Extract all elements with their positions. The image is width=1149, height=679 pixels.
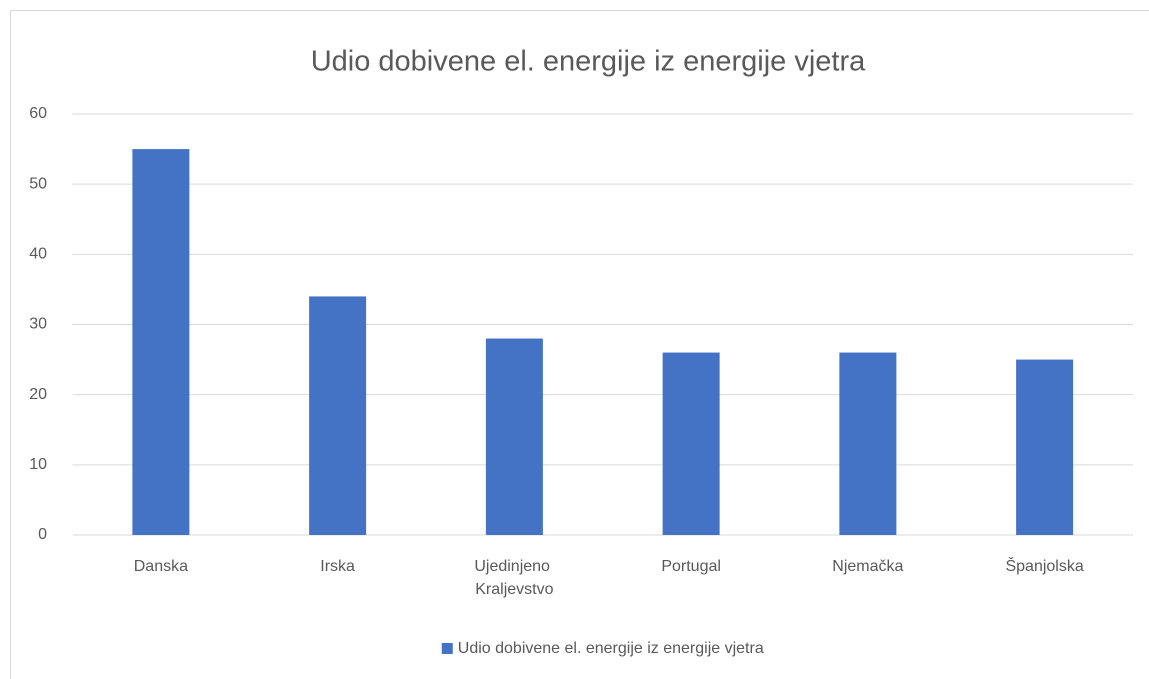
chart-title: Udio dobivene el. energije iz energije v… (311, 46, 866, 78)
bar (1016, 359, 1074, 535)
bar (309, 296, 367, 535)
y-tick-label: 20 (29, 386, 47, 403)
x-tick-label: Danska (134, 558, 188, 575)
bar (485, 338, 543, 535)
y-tick-label: 60 (29, 105, 47, 122)
x-tick-label: Irska (320, 558, 355, 575)
x-tick-label: Ujedinjeno Kraljevstvo (474, 558, 554, 598)
x-tick-label: Njemačka (832, 558, 903, 575)
legend-label: Udio dobivene el. energije iz energije v… (458, 640, 764, 657)
y-tick-label: 40 (29, 246, 47, 263)
chart-frame (10, 10, 1149, 679)
x-tick-label: Španjolska (1005, 556, 1083, 575)
y-tick-label: 30 (29, 316, 47, 333)
y-tick-label: 50 (29, 175, 47, 192)
bar (132, 149, 190, 536)
bar (662, 352, 720, 535)
y-tick-label: 10 (29, 456, 47, 473)
bar (839, 352, 897, 535)
legend-swatch (441, 643, 453, 654)
x-tick-label: Portugal (661, 558, 721, 575)
y-tick-label: 0 (38, 526, 47, 543)
